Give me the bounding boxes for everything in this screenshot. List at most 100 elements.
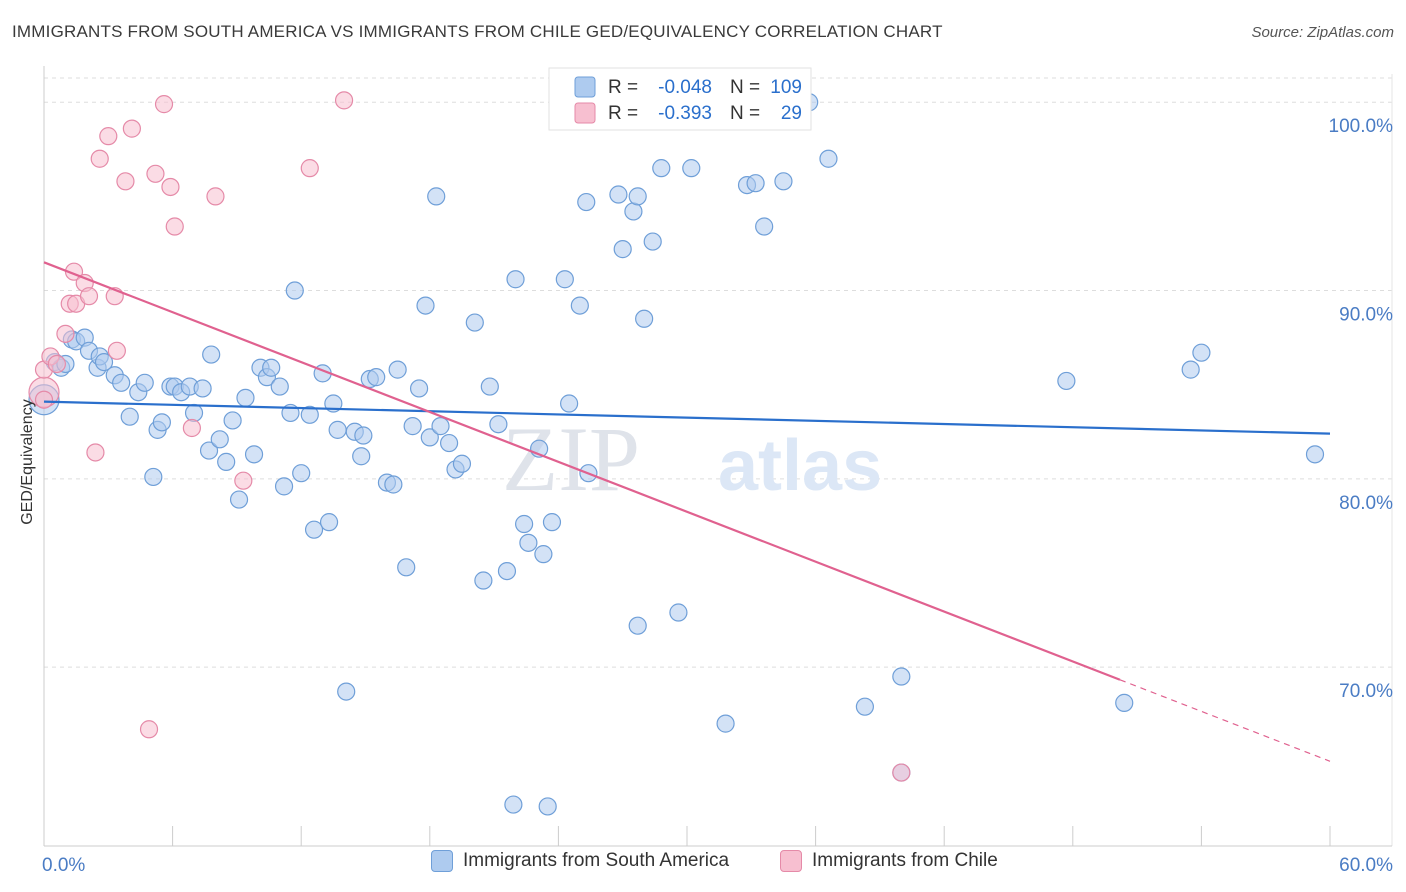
south-america-point [1192,343,1211,362]
south-america-point [1305,445,1325,464]
legend-r-value: -0.048 [658,77,712,98]
south-america-point [538,797,557,816]
series-chile [28,91,911,782]
legend-r-label: R = [608,77,638,98]
legend-swatch-pink [574,102,596,124]
south-america-point [337,682,356,701]
south-america-point [223,411,242,430]
chile-point [56,324,75,343]
trend-lines [43,261,1331,762]
chile-point [90,149,109,168]
y-axis-label: GED/Equivalency [19,399,36,524]
series-south-america [28,93,1325,816]
axes [43,66,1392,847]
south-america-point [210,430,229,449]
south-america-point [319,513,339,532]
south-america-point [184,403,204,423]
south-america-point [262,358,281,377]
south-america-point [112,373,131,392]
chile-point [139,720,159,739]
south-america-point [427,187,446,206]
south-america-point [519,533,538,552]
trend-line-chile [43,261,1121,681]
south-america-point [613,240,632,259]
south-america-point [416,296,435,315]
south-america-point [217,452,236,471]
chile-point [47,354,66,374]
chile-point [146,164,165,183]
south-america-point [420,428,439,447]
chile-point [34,390,54,409]
south-america-point [555,270,574,289]
south-america-point [439,433,459,453]
legend-label: Immigrants from South America [463,850,730,871]
legend-n-value: 29 [781,103,802,124]
south-america-point [855,697,874,716]
legend-item-south-america[interactable]: Immigrants from South America [431,850,729,872]
south-america-point [229,490,249,509]
south-america-point [388,360,407,379]
legend-n-label: N = [730,77,760,98]
legend-item-chile[interactable]: Immigrants from Chile [780,850,998,872]
y-tick-label: 90.0% [1339,305,1393,326]
legend-swatch [780,850,802,872]
x-tick-label: 0.0% [42,855,85,876]
south-america-point [1057,371,1076,391]
south-america-point [292,464,311,483]
south-america-point [609,185,628,204]
south-america-point [534,545,553,564]
south-america-point [384,475,403,494]
bottom-legend: Immigrants from South America Immigrants… [0,850,1406,878]
south-america-point [465,313,484,332]
south-america-point [669,603,688,622]
south-america-point [452,454,472,473]
south-america-point [199,441,219,460]
south-america-point [352,447,371,466]
chile-point [154,95,174,114]
chart-title: IMMIGRANTS FROM SOUTH AMERICA VS IMMIGRA… [12,22,943,41]
south-america-point [774,172,793,191]
south-america-point [94,352,114,372]
south-america-point [506,270,525,289]
south-america-point [577,192,596,212]
south-america-point [682,159,701,178]
chile-point [892,763,911,782]
south-america-point [504,795,523,814]
south-america-point [403,417,422,436]
legend-n-value: 109 [770,77,802,98]
trend-line-south-america [43,400,1331,435]
south-america-point [152,413,171,432]
x-tick-label: 60.0% [1339,855,1393,876]
legend-n-label: N = [730,103,760,124]
south-america-point [431,417,450,436]
south-america-point [560,394,579,413]
south-america-point [643,232,662,251]
south-america-point [819,149,838,168]
legend-swatch-blue [574,76,596,98]
south-america-point [624,202,643,221]
south-america-point [1181,360,1200,379]
watermark-atlas: atlas [718,426,882,506]
south-america-point [135,373,154,392]
chile-point [116,172,135,191]
south-america-point [570,296,589,315]
chile-point [161,177,180,197]
gridlines [44,74,1393,846]
south-america-point [652,159,671,178]
chile-point [206,187,225,206]
watermark-zip: ZIP [502,408,640,510]
source-label: Source: ZipAtlas.com [1251,24,1394,41]
watermark: ZIP atlas [502,408,882,510]
south-america-point [120,407,139,426]
south-america-point [144,467,163,487]
legend-r-value: -0.393 [658,103,712,124]
south-america-point [635,309,654,328]
south-america-point [354,426,373,445]
south-america-point [244,445,264,464]
chile-point [234,471,253,490]
south-america-point [274,477,294,496]
south-america-point [285,281,304,300]
south-america-point [480,377,499,396]
chile-point [107,341,126,360]
south-america-point [328,420,347,439]
